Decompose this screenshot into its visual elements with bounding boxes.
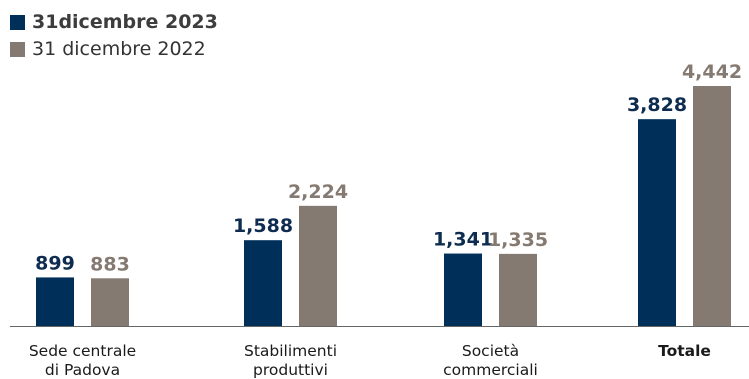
legend-label-2022: 31 dicembre 2022 xyxy=(32,38,206,60)
bar-s1-c1 xyxy=(299,205,337,326)
data-label-s1-c1: 2,224 xyxy=(288,181,348,203)
category-label-2: Società commerciali xyxy=(443,342,538,379)
bar-s0-c0 xyxy=(36,277,74,326)
bar-s0-c3 xyxy=(638,119,676,326)
bar-s1-c2 xyxy=(499,253,537,326)
data-label-s0-c2: 1,341 xyxy=(433,229,493,251)
chart-legend: 31dicembre 2023 31 dicembre 2022 xyxy=(10,10,218,64)
data-label-s1-c2: 1,335 xyxy=(488,229,548,251)
bar-s1-c0 xyxy=(91,278,129,326)
data-label-s0-c0: 899 xyxy=(35,252,75,274)
bar-s0-c1 xyxy=(244,240,282,326)
category-label-1: Stabilimenti produttivi xyxy=(244,342,337,379)
category-label-0: Sede centrale di Padova xyxy=(29,342,136,379)
data-label-s0-c1: 1,588 xyxy=(233,215,293,237)
bar-s0-c2 xyxy=(444,253,482,326)
bar-s1-c3 xyxy=(693,86,731,326)
legend-swatch-2022 xyxy=(10,41,25,57)
data-label-s1-c0: 883 xyxy=(90,253,130,275)
legend-swatch-2023 xyxy=(10,14,25,30)
legend-item-2023: 31dicembre 2023 xyxy=(10,10,218,34)
legend-item-2022: 31 dicembre 2022 xyxy=(10,37,218,61)
category-label-3: Totale xyxy=(658,342,711,360)
data-label-s0-c3: 3,828 xyxy=(627,94,687,116)
data-label-s1-c3: 4,442 xyxy=(682,61,742,83)
legend-label-2023: 31dicembre 2023 xyxy=(32,11,218,33)
